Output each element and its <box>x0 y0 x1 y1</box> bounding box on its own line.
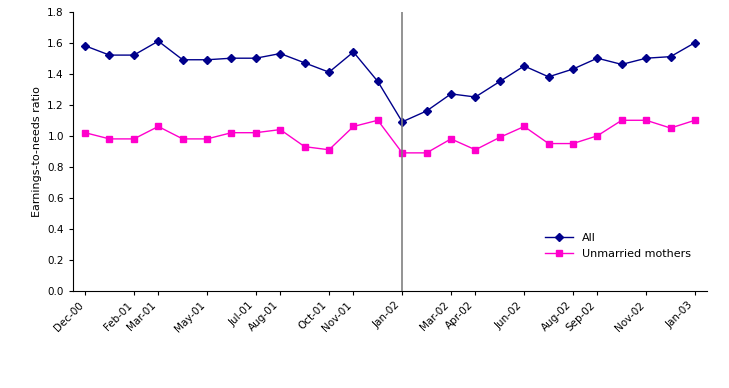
All <box>617 62 626 67</box>
Unmarried mothers <box>593 133 601 138</box>
Unmarried mothers <box>398 151 407 155</box>
All <box>422 109 431 113</box>
Unmarried mothers <box>227 130 236 135</box>
Unmarried mothers <box>105 137 114 141</box>
Unmarried mothers <box>666 126 675 130</box>
Line: All: All <box>82 38 698 125</box>
All <box>593 56 601 61</box>
All <box>324 70 333 74</box>
Unmarried mothers <box>300 144 309 149</box>
All <box>373 79 382 84</box>
Unmarried mothers <box>569 141 577 146</box>
Y-axis label: Earnings-to-needs ratio: Earnings-to-needs ratio <box>31 86 42 217</box>
Unmarried mothers <box>422 151 431 155</box>
All <box>496 79 504 84</box>
All <box>203 57 211 62</box>
Unmarried mothers <box>252 130 260 135</box>
Unmarried mothers <box>617 118 626 123</box>
All <box>690 40 699 45</box>
All <box>666 54 675 59</box>
All <box>471 95 480 99</box>
All <box>349 50 358 54</box>
Unmarried mothers <box>690 118 699 123</box>
Unmarried mothers <box>154 124 163 129</box>
All <box>398 120 407 124</box>
All <box>130 53 139 57</box>
All <box>520 64 529 68</box>
All <box>642 56 650 61</box>
All <box>276 51 284 56</box>
Unmarried mothers <box>324 147 333 152</box>
Unmarried mothers <box>373 118 382 123</box>
All <box>105 53 114 57</box>
All <box>81 43 90 48</box>
All <box>569 67 577 71</box>
Line: Unmarried mothers: Unmarried mothers <box>82 118 698 156</box>
All <box>447 92 456 96</box>
Unmarried mothers <box>81 130 90 135</box>
All <box>179 57 187 62</box>
Unmarried mothers <box>544 141 553 146</box>
Unmarried mothers <box>496 135 504 140</box>
Unmarried mothers <box>520 124 529 129</box>
Unmarried mothers <box>203 137 211 141</box>
Unmarried mothers <box>130 137 139 141</box>
Unmarried mothers <box>276 127 284 132</box>
Unmarried mothers <box>179 137 187 141</box>
Unmarried mothers <box>642 118 650 123</box>
All <box>227 56 236 61</box>
Legend: All, Unmarried mothers: All, Unmarried mothers <box>541 229 695 263</box>
Unmarried mothers <box>447 137 456 141</box>
Unmarried mothers <box>471 147 480 152</box>
All <box>544 74 553 79</box>
Unmarried mothers <box>349 124 358 129</box>
All <box>154 39 163 43</box>
All <box>300 61 309 65</box>
All <box>252 56 260 61</box>
